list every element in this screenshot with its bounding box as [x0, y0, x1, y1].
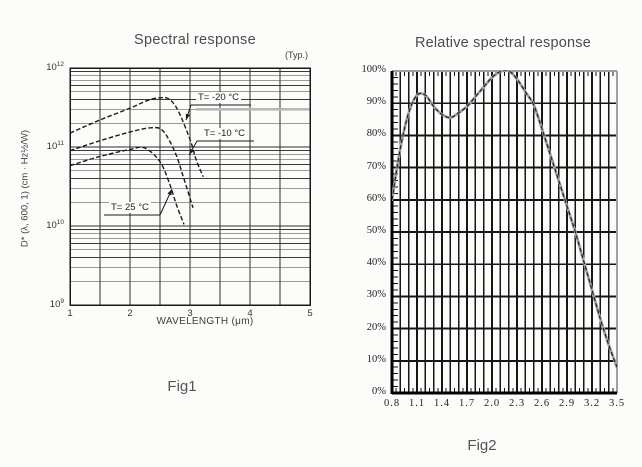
fig1-y-tick-label: 109 — [49, 298, 64, 311]
fig1-caption: Fig1 — [167, 378, 197, 395]
fig2-x-tick-label: 2.3 — [508, 398, 526, 409]
fig2-x-tick-label: 3.5 — [608, 398, 626, 409]
fig2-x-tick-label: 2.6 — [533, 398, 551, 409]
fig1-x-tick-label: 2 — [127, 308, 133, 319]
fig2-y-tick-label: 10% — [366, 353, 386, 365]
fig1-x-axis-label: WAVELENGTH (μm) — [156, 316, 254, 327]
fig2-x-tick-label: 1.7 — [458, 398, 476, 409]
fig2-caption: Fig2 — [467, 437, 497, 454]
fig1-series-label: T= 25 °C — [109, 202, 151, 213]
fig2-y-tick-label: 30% — [366, 289, 386, 301]
fig1-x-tick-label: 1 — [67, 308, 73, 319]
fig2-x-tick-label: 2.0 — [483, 398, 501, 409]
fig2-y-tick-label: 40% — [366, 257, 386, 269]
fig1-x-tick-label: 3 — [187, 308, 193, 319]
fig2-y-tick-label: 90% — [366, 96, 386, 108]
fig2-x-tick-label: 3.2 — [583, 398, 601, 409]
fig1-y-tick-label: 1012 — [46, 61, 64, 74]
fig2-y-tick-label: 80% — [366, 128, 386, 140]
fig1-typ-label: (Typ.) — [284, 50, 308, 60]
fig1-series-label: T= -20 °C — [196, 92, 242, 103]
fig1-y-tick-label: 1011 — [46, 140, 64, 153]
fig2-x-tick-label: 2.9 — [558, 398, 576, 409]
fig1-y-axis-label: D* (λ, 600, 1) (cm · Hz½/W) — [19, 129, 31, 248]
fig2-y-tick-label: 20% — [366, 321, 386, 333]
fig2-y-tick-label: 0% — [372, 386, 386, 397]
fig2-x-tick-label: 1.4 — [433, 398, 451, 409]
fig1-x-tick-label: 4 — [247, 308, 253, 319]
fig1-title: Spectral response — [134, 32, 256, 48]
fig2-x-tick-label: 0.8 — [383, 398, 401, 409]
fig2-y-tick-label: 50% — [366, 225, 386, 236]
fig2-y-tick-label: 60% — [366, 192, 386, 204]
fig1-y-tick-label: 1010 — [46, 219, 64, 232]
fig2-x-tick-label: 1.1 — [408, 398, 426, 409]
fig2-title: Relative spectral response — [414, 35, 592, 51]
fig1-x-tick-label: 5 — [307, 308, 313, 319]
fig2-y-tick-label: 100% — [361, 64, 387, 75]
fig2-y-tick-label: 70% — [366, 160, 386, 172]
fig1-series-label: T= -10 °C — [202, 128, 248, 139]
